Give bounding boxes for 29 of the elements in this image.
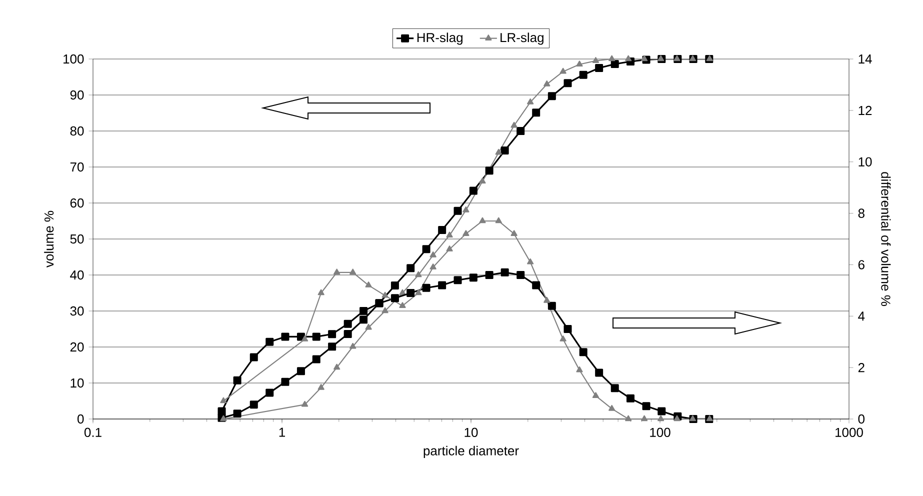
y-tick-label: 20 xyxy=(70,342,84,352)
y-tick-label: 90 xyxy=(70,90,84,100)
y-tick-label: 10 xyxy=(70,378,84,388)
y2-tick-label: 14 xyxy=(858,54,872,64)
y2-tick-label: 10 xyxy=(858,157,872,166)
x-axis-title: particle diameter xyxy=(424,446,519,458)
y2-tick-label: 2 xyxy=(858,363,864,372)
y2-tick-label: 6 xyxy=(858,260,864,270)
y2-tick-label: 0 xyxy=(858,414,865,424)
y2-tick-label: 12 xyxy=(858,106,872,115)
x-tick-label: 10 xyxy=(464,428,478,438)
x-tick-label: 100 xyxy=(650,428,670,438)
y2-axis-title: differential of volume % xyxy=(881,172,891,306)
y-tick-label: 80 xyxy=(70,126,84,136)
y2-tick-label: 8 xyxy=(858,208,864,218)
y-tick-label: 70 xyxy=(70,162,84,172)
x-tick-label: 1 xyxy=(279,428,285,437)
y-tick-label: 0 xyxy=(78,414,84,424)
y2-tick-label: 4 xyxy=(858,312,865,321)
x-tick-label: 1000 xyxy=(836,428,863,438)
y-tick-label: 60 xyxy=(70,198,84,208)
y-tick-label: 40 xyxy=(70,270,84,280)
legend-label: HR-slag xyxy=(417,32,462,45)
legend-label: LR-slag xyxy=(500,32,544,45)
y-axis-title: volume % xyxy=(44,210,54,268)
y-tick-label: 50 xyxy=(70,234,84,244)
x-tick-label: 0.1 xyxy=(84,428,102,438)
y-tick-label: 100 xyxy=(64,54,84,64)
y-tick-label: 30 xyxy=(70,306,84,316)
